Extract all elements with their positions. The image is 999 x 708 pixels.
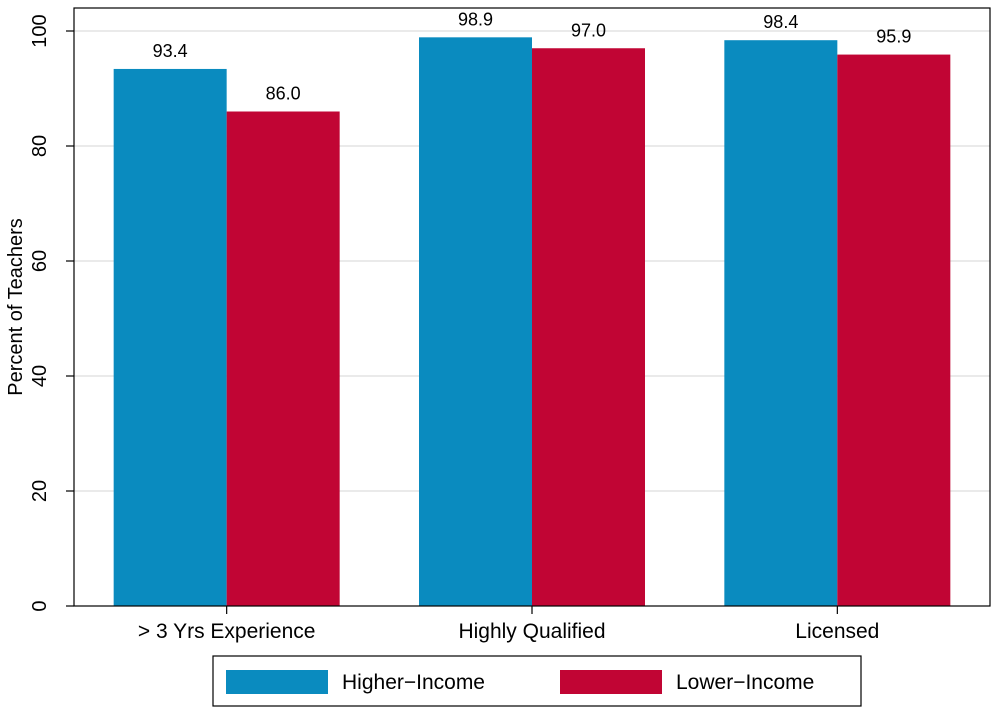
bar [532, 48, 645, 606]
bar-value-label: 93.4 [153, 41, 188, 61]
y-tick-label: 20 [29, 480, 51, 502]
bar-value-label: 95.9 [876, 27, 911, 47]
legend-swatch [560, 670, 662, 694]
bar [113, 68, 227, 606]
x-tick-label: Licensed [795, 620, 879, 643]
bar [837, 54, 951, 606]
legend-label: Lower−Income [676, 671, 814, 694]
bar [724, 40, 838, 606]
legend-label: Higher−Income [342, 671, 485, 694]
value-labels: 93.4 86.0 98.9 97.0 98.4 95.9 [153, 9, 912, 103]
bar [419, 37, 532, 606]
bar-value-label: 98.9 [458, 9, 493, 29]
bars [113, 37, 951, 606]
y-axis-title: Percent of Teachers [5, 218, 27, 396]
legend-swatch [226, 670, 328, 694]
bar-value-label: 86.0 [266, 84, 301, 104]
x-axis: > 3 Yrs Experience Highly Qualified Licens… [138, 606, 879, 643]
bar-value-label: 97.0 [571, 20, 606, 40]
bar-value-label: 98.4 [763, 12, 798, 32]
bar [226, 111, 340, 606]
x-tick-label: > 3 Yrs Experience [138, 620, 316, 643]
y-tick-label: 60 [29, 250, 51, 272]
y-axis: 0 20 40 60 80 100 [29, 14, 74, 612]
y-tick-label: 80 [29, 135, 51, 157]
y-tick-label: 0 [29, 600, 51, 611]
x-tick-label: Highly Qualified [458, 620, 605, 643]
legend: Higher−Income Lower−Income [212, 655, 862, 707]
y-tick-label: 100 [29, 14, 51, 47]
y-tick-label: 40 [29, 365, 51, 387]
